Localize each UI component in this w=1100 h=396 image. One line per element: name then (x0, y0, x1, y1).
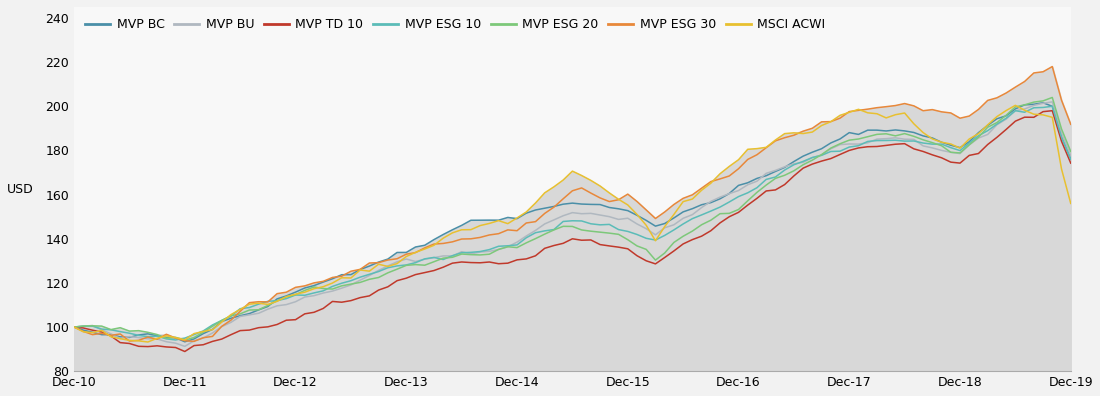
Legend: MVP BC, MVP BU, MVP TD 10, MVP ESG 10, MVP ESG 20, MVP ESG 30, MSCI ACWI: MVP BC, MVP BU, MVP TD 10, MVP ESG 10, M… (80, 13, 830, 36)
Y-axis label: USD: USD (7, 183, 34, 196)
